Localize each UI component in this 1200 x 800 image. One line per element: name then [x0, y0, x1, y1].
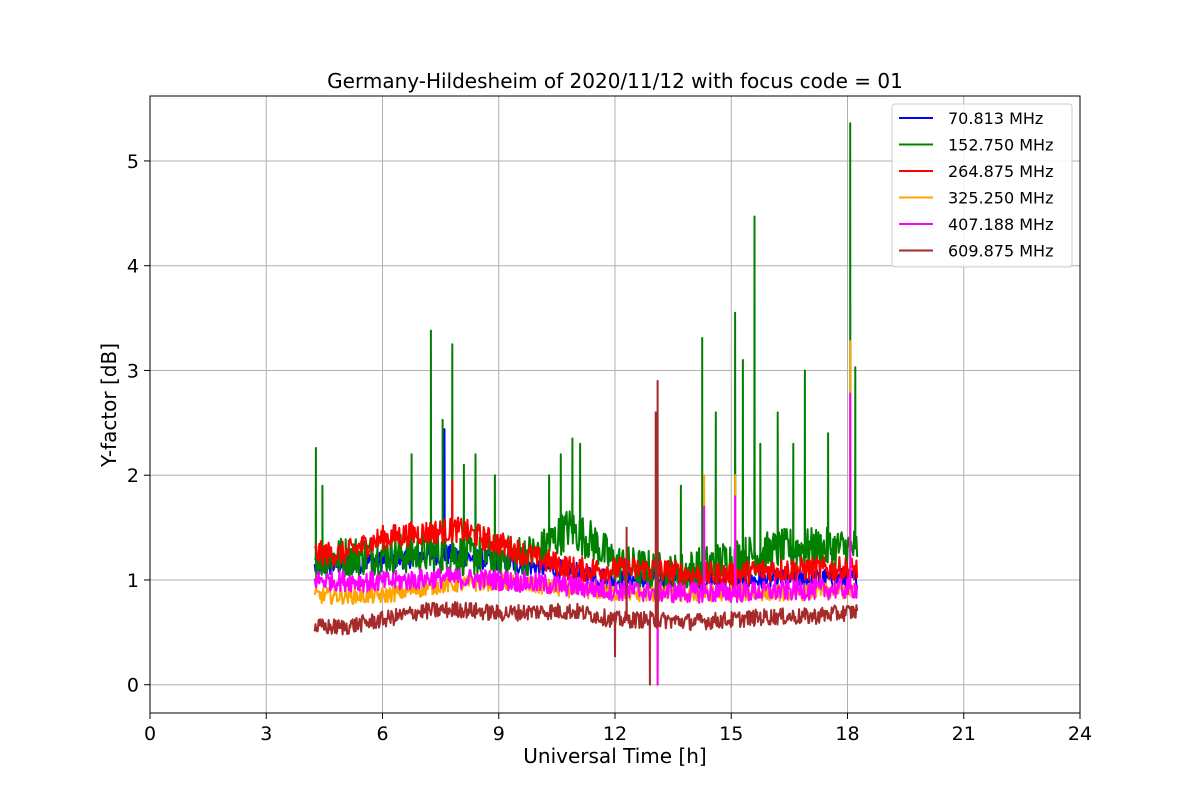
- x-tick-label: 18: [835, 723, 859, 745]
- y-tick-label: 5: [127, 151, 139, 173]
- series-line: [313, 122, 859, 597]
- y-tick-label: 4: [127, 256, 139, 278]
- legend-label: 325.250 MHz: [948, 189, 1053, 208]
- legend-label: 609.875 MHz: [948, 242, 1053, 261]
- y-axis-label: Y-factor [dB]: [97, 343, 121, 468]
- x-tick-label: 12: [603, 723, 627, 745]
- x-tick-label: 15: [719, 723, 743, 745]
- x-tick-label: 21: [952, 723, 976, 745]
- y-tick-label: 0: [127, 675, 139, 697]
- series-line: [313, 479, 859, 588]
- legend-label: 264.875 MHz: [948, 162, 1053, 181]
- legend-label: 407.188 MHz: [948, 215, 1053, 234]
- y-tick-label: 2: [127, 465, 139, 487]
- x-tick-label: 0: [144, 723, 156, 745]
- x-tick-label: 24: [1068, 723, 1092, 745]
- legend-label: 152.750 MHz: [948, 136, 1053, 155]
- series-line: [313, 379, 859, 686]
- series-group: [313, 122, 859, 686]
- x-tick-label: 6: [376, 723, 388, 745]
- y-tick-label: 3: [127, 360, 139, 382]
- legend-label: 70.813 MHz: [948, 109, 1043, 128]
- x-axis-label: Universal Time [h]: [523, 744, 706, 768]
- legend-box: [891, 103, 1073, 268]
- y-tick-label: 1: [127, 570, 139, 592]
- x-tick-label: 9: [493, 723, 505, 745]
- legend: 70.813 MHz 152.750 MHz 264.875 MHz 325.250 …: [891, 103, 1073, 268]
- chart-title: Germany-Hildesheim of 2020/11/12 with fo…: [327, 69, 903, 93]
- series-line: [313, 392, 859, 686]
- x-tick-label: 3: [260, 723, 272, 745]
